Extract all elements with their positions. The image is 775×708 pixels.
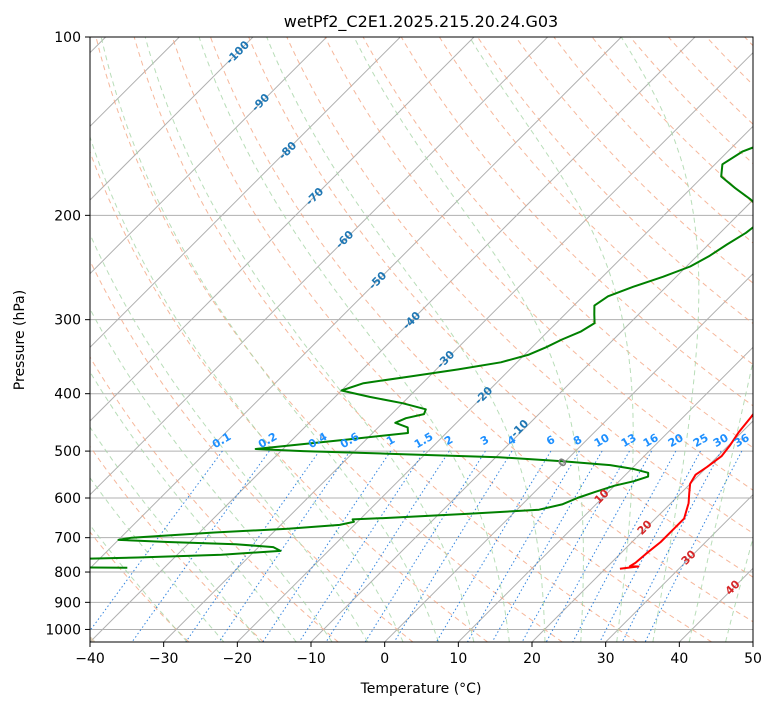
mixing-ratio-line xyxy=(644,450,743,642)
x-tick-label: 40 xyxy=(670,651,688,667)
isotherm-line xyxy=(90,37,696,642)
isotherm-line xyxy=(236,125,753,642)
x-tick-label: −20 xyxy=(223,651,253,667)
mixing-ratio-line xyxy=(298,450,425,642)
moist-adiabat xyxy=(90,135,404,642)
isotherm-line xyxy=(163,51,753,642)
isotherm-line xyxy=(90,37,622,570)
isotherm-line xyxy=(531,420,753,642)
dry-adiabat xyxy=(210,37,753,623)
dry-adiabat xyxy=(95,37,563,642)
isotherm-line xyxy=(90,37,549,496)
y-tick-label: 900 xyxy=(54,595,81,611)
x-tick-label: −30 xyxy=(149,651,179,667)
dewpoint-line xyxy=(90,146,753,569)
dry-adiabat xyxy=(248,37,753,578)
dry-adiabat xyxy=(90,259,414,642)
plot-area xyxy=(90,37,753,642)
moist-adiabat xyxy=(353,37,584,642)
isotherm-line xyxy=(457,346,753,642)
moist-adiabat xyxy=(144,37,475,642)
mixing-ratio-line xyxy=(491,450,603,642)
dry-adiabat xyxy=(438,37,753,366)
mixing-ratio-line xyxy=(218,450,351,642)
x-axis-label: Temperature (°C) xyxy=(360,681,482,697)
x-tick-label: −10 xyxy=(296,651,326,667)
moist-adiabat xyxy=(90,524,188,642)
y-tick-label: 600 xyxy=(54,491,81,507)
dry-adiabat xyxy=(90,356,339,642)
isotherm-line xyxy=(90,37,401,349)
dry-adiabat xyxy=(400,37,753,407)
mixing-ratio-line xyxy=(599,450,701,642)
x-tick-label: 30 xyxy=(597,651,615,667)
moist-adiabat xyxy=(90,476,225,642)
mixing-ratio-line xyxy=(393,450,513,642)
moist-adiabat xyxy=(266,37,546,642)
y-tick-label: 100 xyxy=(54,30,81,46)
y-tick-label: 700 xyxy=(54,531,81,547)
mixing-ratio-line xyxy=(185,450,320,642)
x-tick-label: 10 xyxy=(449,651,467,667)
dry-adiabat xyxy=(286,37,753,534)
x-tick-label: 50 xyxy=(744,651,762,667)
dry-adiabat xyxy=(90,531,190,642)
dry-adiabat xyxy=(133,37,638,642)
background-lines xyxy=(90,37,753,642)
series-group xyxy=(90,146,753,570)
mixing-ratio-line xyxy=(621,450,722,642)
y-axis-label: Pressure (hPa) xyxy=(12,290,28,390)
isotherm-line xyxy=(90,37,328,275)
plot-frame xyxy=(89,36,754,643)
mixing-ratio-line xyxy=(90,450,223,632)
isotherm-line xyxy=(90,37,475,422)
y-tick-label: 800 xyxy=(54,565,81,581)
isotherm-line xyxy=(90,37,254,201)
isotherm-line xyxy=(605,493,753,642)
mixing-ratio-line xyxy=(545,450,653,642)
mixing-ratio-line xyxy=(572,450,677,642)
moist-adiabat xyxy=(620,37,700,642)
x-tick-label: 20 xyxy=(523,651,541,667)
moist-adiabat xyxy=(90,426,261,642)
y-tick-label: 1000 xyxy=(45,622,81,638)
moist-adiabat xyxy=(90,232,369,642)
x-tick-label: −40 xyxy=(75,651,105,667)
mixing-ratio-line xyxy=(521,450,630,642)
chart-title: wetPf2_C2E1.2025.215.20.24.G03 xyxy=(284,12,558,32)
moist-adiabat xyxy=(100,37,439,642)
y-tick-label: 300 xyxy=(54,313,81,329)
temperature-line xyxy=(619,412,753,570)
y-tick-label: 500 xyxy=(54,444,81,460)
dry-adiabat xyxy=(362,37,753,449)
moist-adiabat xyxy=(90,370,297,642)
isotherm-line xyxy=(384,272,753,642)
mixing-ratio-line xyxy=(262,450,392,642)
y-tick-label: 400 xyxy=(54,387,81,403)
y-tick-label: 200 xyxy=(54,208,81,224)
axes-group: −40 −30 −20 −10 0 10 20 30 40 50 100 200 300 400 500 60… xyxy=(45,30,762,667)
x-tick-label: 0 xyxy=(380,651,389,667)
